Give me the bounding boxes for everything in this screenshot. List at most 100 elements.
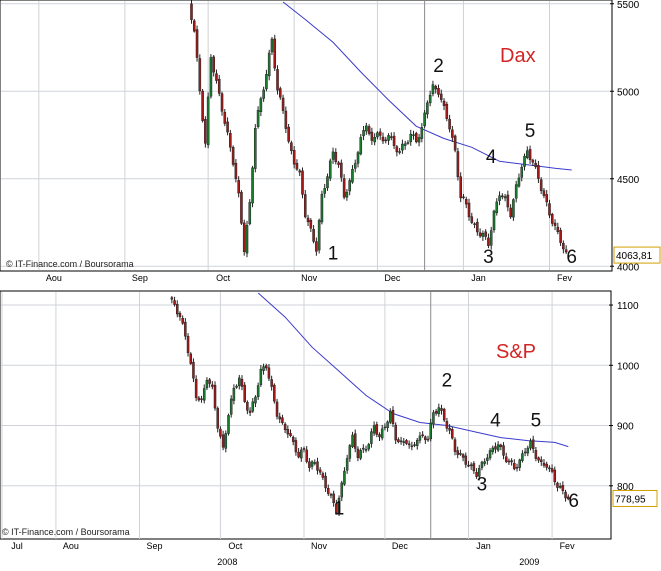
dax-candle-body — [323, 188, 326, 194]
sp-candle-body — [448, 427, 451, 431]
sp-candle-body — [510, 460, 513, 463]
dax-candle-body — [284, 110, 288, 129]
dax-candle-body — [542, 190, 546, 196]
dax-candle-body — [473, 223, 476, 225]
dax-candle-body — [417, 137, 421, 143]
dax-candle-body — [195, 29, 199, 58]
sp-candle-body — [553, 469, 557, 483]
sp-candle-body — [229, 398, 233, 415]
dax-candle-body — [448, 118, 451, 130]
dax-candle-body — [245, 225, 249, 254]
dax-month-label: Nov — [301, 273, 318, 283]
sp-candle-body — [283, 423, 287, 431]
sp-candle-body — [302, 448, 306, 450]
sp-candle-body — [515, 466, 519, 469]
dax-candle-body — [412, 134, 415, 136]
sp-candle-body — [367, 444, 370, 450]
dax-candle-body — [528, 149, 532, 160]
sp-candle-body — [289, 433, 292, 436]
sp-candle-body — [413, 444, 416, 446]
sp-candle-body — [205, 379, 209, 389]
dax-wave-label: 1 — [328, 243, 339, 264]
dax-candle-body — [459, 176, 462, 199]
dax-wave-label: 5 — [525, 121, 536, 142]
sp-candle-body — [173, 300, 176, 305]
dax-candle-body — [467, 202, 471, 218]
dax-month-label: Jan — [471, 273, 486, 283]
dax-candle-body — [204, 119, 207, 144]
sp-candle-body — [445, 421, 449, 429]
sp-month-label: Dec — [392, 541, 409, 551]
sp-candle-body — [337, 497, 341, 513]
dax-gridlines — [1, 1, 610, 270]
sp-candle-body — [461, 454, 465, 458]
sp-candles — [170, 296, 570, 517]
sp-candle-body — [372, 425, 376, 434]
sp-candle-body — [273, 384, 276, 402]
sp-candle-body — [297, 451, 300, 458]
sp-candle-body — [566, 496, 570, 500]
sp-title: S&P — [496, 341, 536, 363]
sp-candle-body — [399, 440, 403, 443]
dax-candle-body — [317, 220, 321, 251]
dax-candle-body — [395, 146, 399, 153]
dax-candle-body — [378, 131, 382, 136]
sp-candle-body — [238, 377, 241, 387]
sp-candle-body — [286, 429, 290, 435]
dax-candle-body — [292, 150, 296, 165]
dax-candle-body — [367, 126, 371, 134]
dax-candle-body — [559, 229, 562, 243]
sp-candle-body — [558, 486, 562, 488]
dax-candle-body — [514, 184, 518, 199]
sp-candle-body — [380, 428, 384, 439]
sp-wave-label: 1 — [334, 499, 345, 520]
sp-source-credit: © IT-Finance.com / Boursorama — [2, 527, 130, 537]
sp-candle-body — [259, 368, 263, 385]
sp-candle-body — [451, 429, 454, 439]
sp-month-label: Nov — [311, 541, 328, 551]
dax-candle-body — [320, 193, 324, 223]
sp-candle-body — [208, 379, 211, 384]
sp-candle-body — [391, 409, 395, 424]
dax-moving-average-line — [282, 1, 572, 171]
sp-candle-body — [294, 440, 298, 453]
dax-candle-body — [326, 176, 329, 189]
dax-candle-body — [487, 237, 490, 246]
dax-month-label: Sep — [132, 273, 148, 283]
dax-candle-body — [409, 133, 413, 143]
sp-candle-body — [340, 482, 344, 498]
sp-wave-label: 3 — [477, 475, 488, 496]
dax-candle-body — [370, 131, 374, 141]
dax-candle-body — [356, 152, 360, 164]
dax-wave-label: 4 — [486, 147, 497, 168]
sp-candle-body — [564, 491, 567, 499]
dax-candle-body — [254, 128, 257, 169]
sp-candle-body — [518, 459, 521, 468]
sp-candle-body — [364, 449, 368, 451]
dax-y-axis: 4000 4500 5000 5500 — [610, 0, 640, 273]
dax-candle-body — [526, 150, 529, 158]
dax-candle-body — [562, 242, 565, 250]
dax-wave-label: 6 — [566, 247, 577, 268]
dax-candle-body — [270, 38, 274, 53]
sp-candle-body — [181, 317, 184, 324]
dax-candle-body — [209, 57, 213, 97]
dax-candle-body — [464, 199, 468, 205]
dax-candle-body — [390, 136, 393, 138]
sp-candle-body — [186, 336, 190, 354]
dax-candle-body — [434, 85, 438, 90]
dax-candle-body — [439, 93, 443, 100]
dax-candle-body — [545, 194, 549, 203]
sp-candle-body — [521, 453, 524, 461]
sp-candle-body — [418, 435, 422, 441]
sp-candle-body — [488, 450, 492, 459]
dax-candle-body — [428, 94, 432, 104]
sp-ytick-label: 1100 — [617, 301, 639, 312]
dax-candle-body — [365, 125, 368, 132]
sp-candle-body — [224, 433, 228, 449]
dax-candle-body — [406, 142, 410, 144]
dax-candle-body — [190, 3, 193, 20]
dax-candle-body — [223, 111, 227, 124]
sp-candle-body — [281, 417, 284, 423]
sp-candle-body — [456, 450, 459, 455]
